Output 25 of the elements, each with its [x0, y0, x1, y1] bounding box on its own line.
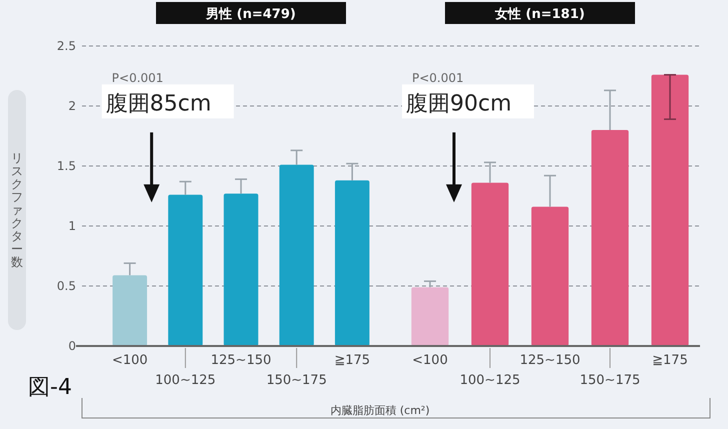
text: 図-4: [28, 375, 72, 400]
x-tick-label: ≧175: [652, 353, 688, 368]
text: リスクファクター数: [11, 151, 23, 269]
y-tick-label: 1.5: [56, 159, 76, 173]
x-tick-label: 125~150: [520, 353, 580, 368]
annotation: 腹囲90cm: [406, 91, 512, 116]
y-tick-label: 1: [68, 219, 76, 233]
chart-title: 男性 (n=479): [205, 7, 296, 22]
x-tick-label: 125~150: [210, 353, 272, 368]
y-tick-label: 2: [68, 99, 76, 113]
annotation: P<0.001: [112, 71, 164, 85]
x-tick-label: <100: [412, 353, 448, 368]
x-tick-label: 100~125: [460, 373, 520, 388]
annotation: 腹囲85cm: [106, 91, 212, 116]
y-tick-label: 0: [68, 339, 76, 353]
x-tick-label: <100: [112, 353, 148, 368]
chart-title: 女性 (n=181): [494, 7, 585, 22]
x-tick-label: ≧175: [334, 353, 370, 368]
x-tick-label: 150~175: [580, 373, 640, 388]
y-tick-label: 0.5: [56, 279, 76, 293]
x-axis-title: 内臓脂肪面積 (cm²): [330, 404, 430, 417]
y-tick-label: 2.5: [56, 39, 76, 53]
annotation: P<0.001: [412, 71, 464, 85]
x-tick-label: 100~125: [155, 373, 216, 388]
x-tick-label: 150~175: [266, 373, 327, 388]
